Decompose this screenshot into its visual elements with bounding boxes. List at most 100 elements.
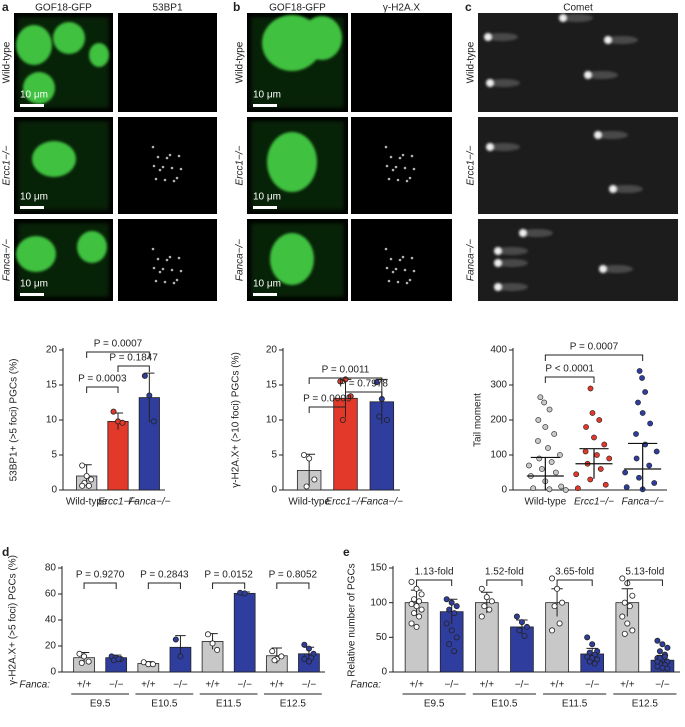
focus [170,268,174,272]
focus [179,269,183,273]
bracket [276,582,310,589]
data-point [552,469,559,476]
focus [394,267,398,271]
focus [172,179,176,183]
focus [403,166,407,170]
group-label: E12.5 [280,699,307,710]
focus [168,255,172,259]
panel-letter: a [2,0,9,14]
data-point [306,455,313,462]
comet-tail [521,229,553,237]
data-point [554,585,561,592]
data-point [587,476,594,483]
focus [168,153,172,157]
comet-head [519,229,527,237]
annotation: 1.13-fold [415,567,454,578]
comet-tail [486,33,518,41]
x-tick-label: +/+ [480,680,495,691]
focus [175,278,179,282]
data-point [214,646,221,653]
comet-tail [496,283,528,291]
annotation: 1.52-fold [485,567,524,578]
data-point [654,658,661,665]
data-point [446,641,453,648]
data-point [204,631,211,638]
data-point [300,451,307,458]
scale-bar [20,206,44,209]
data-point [582,448,589,455]
data-point [446,606,453,613]
data-point [79,482,86,489]
data-point [556,620,563,627]
focus [385,266,389,270]
data-point [478,585,485,592]
data-point [146,392,153,399]
bracket [147,582,181,589]
bracket [86,386,119,393]
data-point [513,613,520,620]
data-point [483,594,490,601]
data-point [373,379,380,386]
scale-bar [253,293,277,296]
data-point [647,420,654,427]
data-point [526,462,532,469]
data-point [149,661,156,668]
column-header: GOF18-GFP [35,3,92,14]
data-point [633,455,640,462]
data-point [635,399,641,406]
data-point [451,610,458,617]
column-header: 53BP1 [152,3,182,14]
x-tick-label: −/− [302,680,317,691]
bracket [308,377,383,384]
data-point [78,659,85,666]
bracket [626,579,663,586]
data-point [622,469,629,476]
comet-head [609,185,617,193]
y-tick-label: 80 [45,563,57,574]
data-point [481,603,488,610]
sd-bar [530,456,560,490]
data-point [551,431,558,437]
data-point [523,623,530,630]
x-tick-label: +/+ [77,680,92,691]
data-point [411,610,418,617]
comet-tail [606,36,638,44]
data-point [586,658,593,665]
group-label: E9.5 [90,699,111,710]
data-point [488,598,495,605]
focus [408,278,412,282]
scale-bar-label: 10 μm [20,90,48,101]
data-point [591,434,597,441]
panel-letter: c [465,0,472,14]
y-tick-label: 10 [46,415,58,426]
bar [107,420,129,491]
comet-tail [488,79,520,87]
x-tick-label: −/− [655,680,670,691]
comet-tail [496,259,528,267]
x-tick-label: +/+ [141,680,156,691]
data-point [376,413,383,420]
data-point [453,634,460,641]
data-point [518,619,525,626]
comet-head [484,33,492,41]
data-point [664,665,671,672]
data-point [384,416,391,423]
focus [154,177,158,181]
focus [170,166,174,170]
y-tick-label: 15 [46,380,58,391]
bracket [556,579,593,586]
bracket [86,351,150,358]
focus [177,256,181,260]
focus [156,155,160,159]
x-tick-label: −/− [109,680,124,691]
scale-bar [253,206,277,209]
focus [177,154,181,158]
data-point [339,416,346,423]
x-tick-label: +/+ [620,680,635,691]
comet-head [494,283,502,291]
data-point [619,613,626,620]
data-point [115,656,122,663]
scale-bar-label: 10 μm [20,279,48,290]
data-point [549,575,556,582]
y-axis-label: Relative number of PGCs [347,563,358,676]
